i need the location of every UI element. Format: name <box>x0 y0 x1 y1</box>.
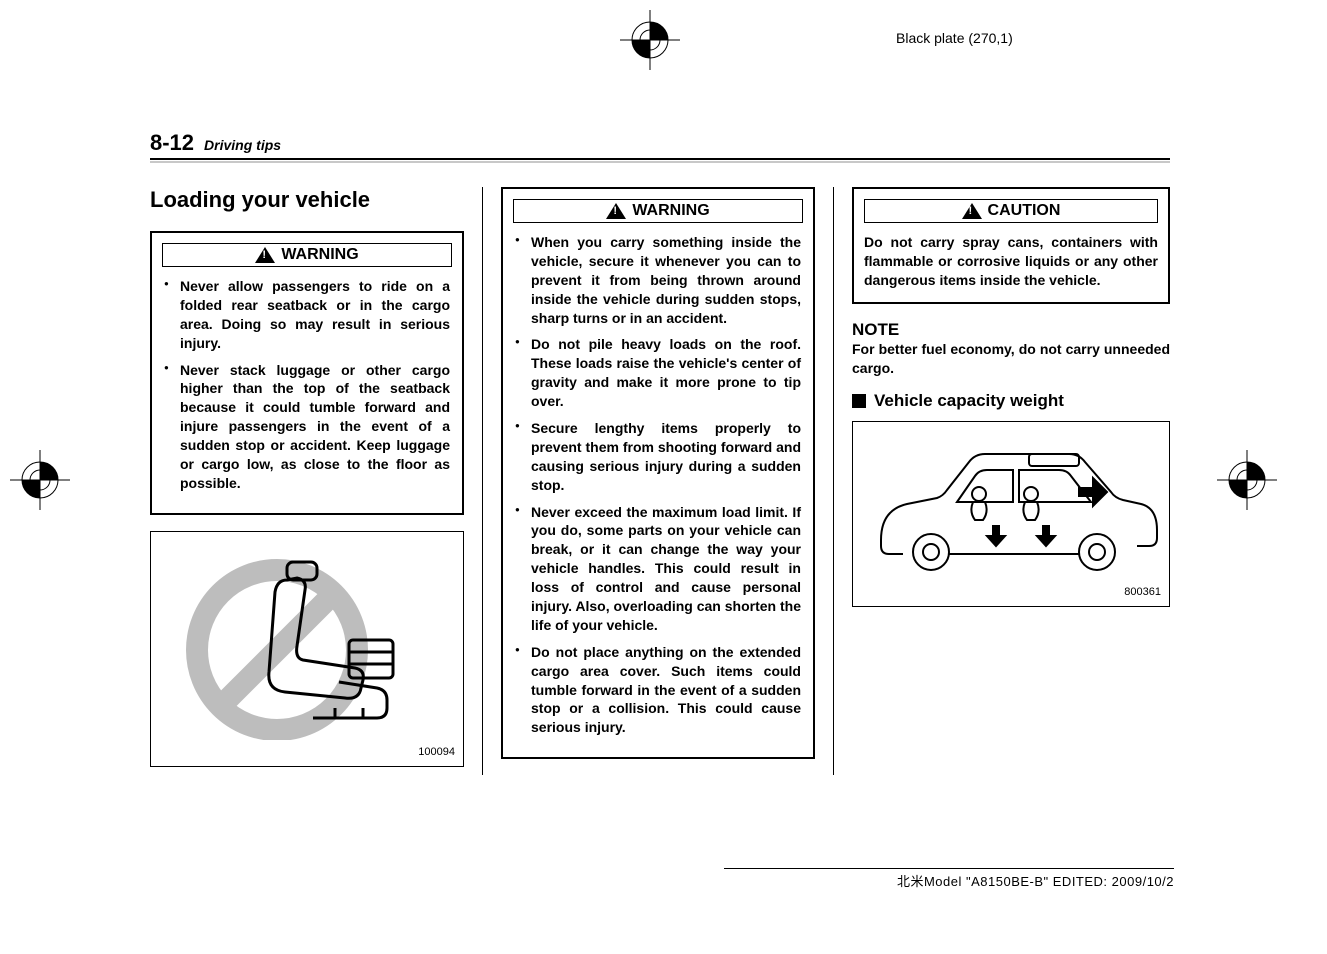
caution-box: CAUTION Do not carry spray cans, contain… <box>852 187 1170 304</box>
footer-text: 北米Model "A8150BE-B" EDITED: 2009/10/2 <box>724 868 1174 890</box>
caution-icon <box>962 203 982 219</box>
subheading-text: Vehicle capacity weight <box>874 391 1064 411</box>
illustration-number-2: 800361 <box>1124 586 1161 598</box>
illustration-2: 800361 <box>852 421 1170 607</box>
warning-icon <box>606 203 626 219</box>
square-bullet-icon <box>852 394 866 408</box>
caution-header: CAUTION <box>864 199 1158 223</box>
page-content: 8-12 Driving tips Loading your vehicle W… <box>150 130 1170 775</box>
list-item: Never exceed the maximum load limit. If … <box>515 503 801 635</box>
column-3: CAUTION Do not carry spray cans, contain… <box>852 187 1170 775</box>
subheading: Vehicle capacity weight <box>852 391 1170 411</box>
warning-label-1: WARNING <box>281 246 358 264</box>
caution-label: CAUTION <box>988 202 1061 220</box>
column-1: Loading your vehicle WARNING Never allow… <box>150 187 464 775</box>
warning-header-1: WARNING <box>162 243 452 267</box>
list-item: Do not place anything on the extended ca… <box>515 643 801 737</box>
header-hairline <box>150 161 1170 163</box>
running-header: 8-12 Driving tips <box>150 130 1170 160</box>
illustration-number-1: 100094 <box>418 746 455 758</box>
column-divider-1 <box>482 187 483 775</box>
list-item: Never allow passengers to ride on a fold… <box>164 277 450 353</box>
crop-mark-top-left <box>0 0 28 28</box>
note-text: For better fuel economy, do not carry un… <box>852 340 1170 378</box>
list-item: When you carry something inside the vehi… <box>515 233 801 327</box>
registration-mark-top <box>600 10 700 70</box>
plate-text: Black plate (270,1) <box>896 30 1013 46</box>
warning-list-2: When you carry something inside the vehi… <box>513 233 803 737</box>
registration-mark-right <box>1217 450 1277 515</box>
list-item: Do not pile heavy loads on the roof. The… <box>515 335 801 411</box>
note-title: NOTE <box>852 320 1170 340</box>
running-head-text: Driving tips <box>204 137 281 153</box>
caution-text: Do not carry spray cans, containers with… <box>864 233 1158 290</box>
list-item: Secure lengthy items properly to prevent… <box>515 419 801 495</box>
warning-box-1: WARNING Never allow passengers to ride o… <box>150 231 464 515</box>
column-2: WARNING When you carry something inside … <box>501 187 815 775</box>
page-number: 8-12 <box>150 130 194 156</box>
warning-icon <box>255 247 275 263</box>
warning-box-2: WARNING When you carry something inside … <box>501 187 815 759</box>
warning-list-1: Never allow passengers to ride on a fold… <box>162 277 452 493</box>
column-divider-2 <box>833 187 834 775</box>
section-title: Loading your vehicle <box>150 187 464 213</box>
illustration-1: 100094 <box>150 531 464 767</box>
registration-mark-left <box>10 450 70 510</box>
warning-label-2: WARNING <box>632 202 709 220</box>
warning-header-2: WARNING <box>513 199 803 223</box>
list-item: Never stack luggage or other cargo highe… <box>164 361 450 493</box>
